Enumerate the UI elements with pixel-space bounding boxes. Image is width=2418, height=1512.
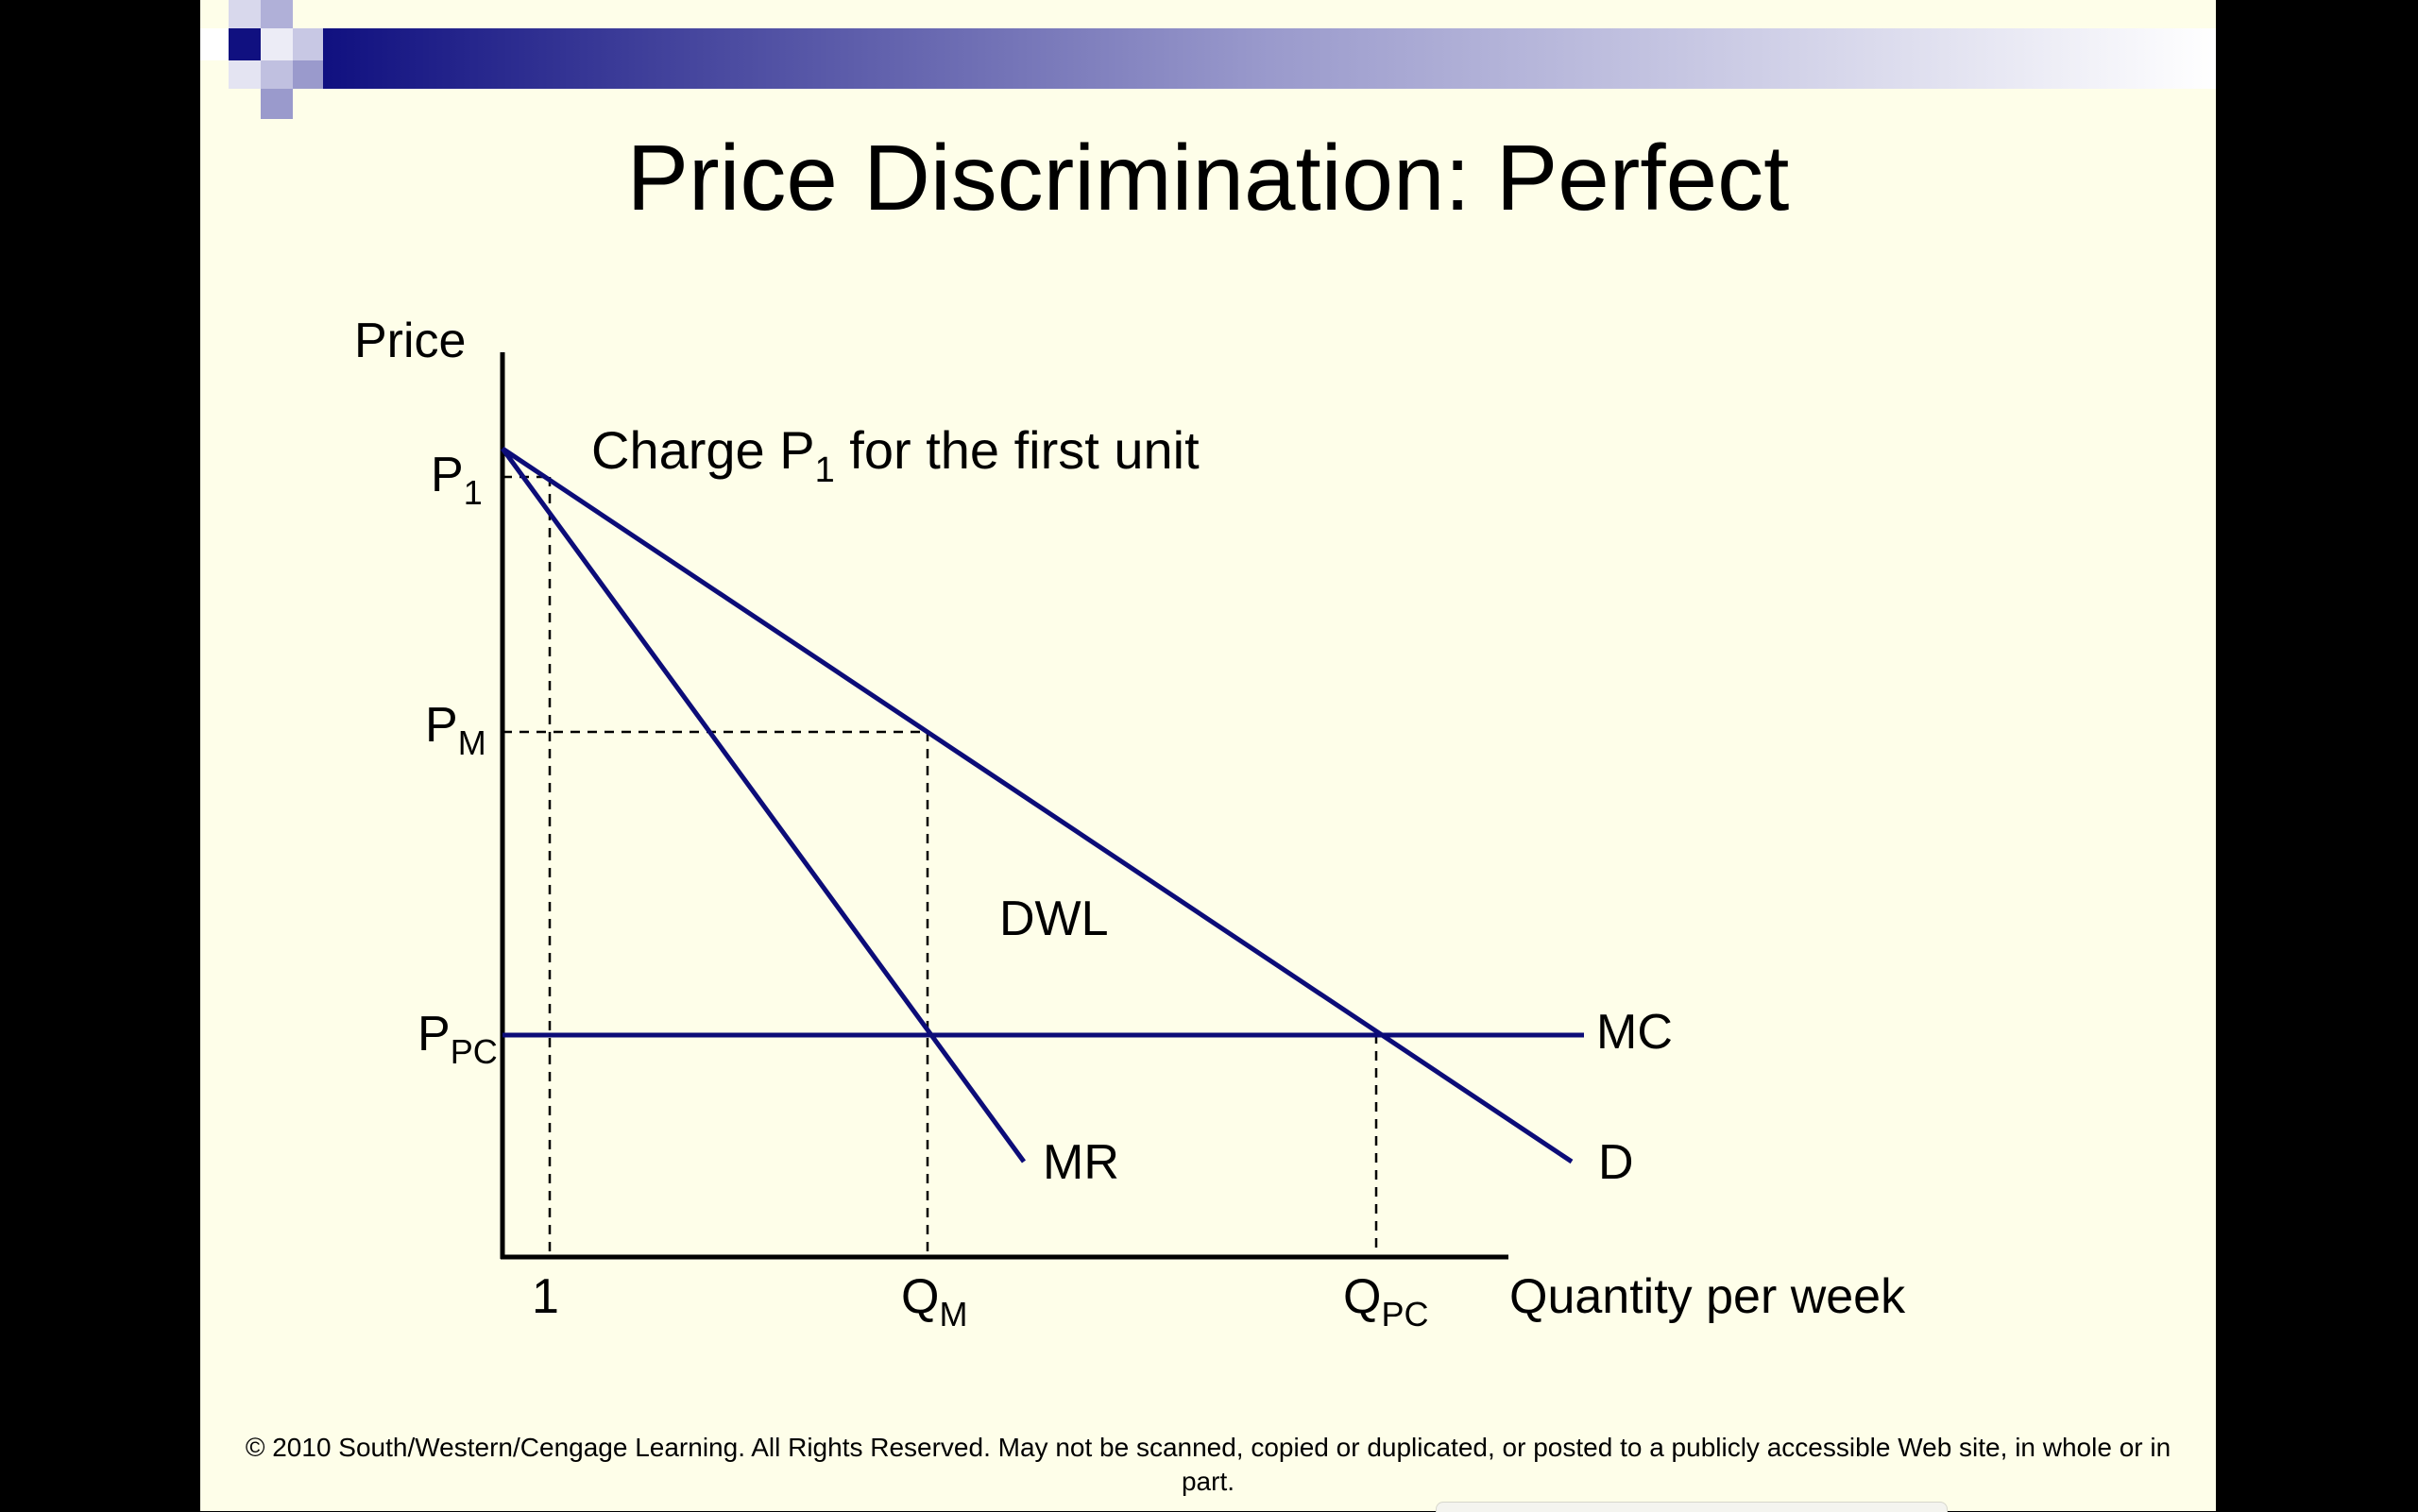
first-unit-annotation: Charge P1 for the first unit bbox=[591, 420, 1200, 490]
mr-curve bbox=[500, 447, 1027, 1164]
x-axis-label: Quantity per week bbox=[1509, 1269, 1906, 1324]
title-decoration bbox=[200, 0, 2216, 119]
label-p1: P1 bbox=[431, 448, 483, 512]
label-dwl: DWL bbox=[999, 892, 1109, 946]
label-qm: QM bbox=[901, 1269, 967, 1334]
bottom-corner-tab bbox=[1436, 1502, 1948, 1512]
demand-curve bbox=[501, 446, 1574, 1164]
label-mr: MR bbox=[1043, 1135, 1119, 1190]
slide-title: Price Discrimination: Perfect bbox=[626, 126, 1790, 229]
label-pm: PM bbox=[425, 698, 486, 762]
label-q1: 1 bbox=[532, 1269, 559, 1324]
y-axis-label: Price bbox=[354, 314, 466, 368]
price-discrimination-diagram: Price Quantity per week Charge P1 for th… bbox=[354, 314, 1906, 1334]
slide: Price Discrimination: Perfect bbox=[200, 0, 2216, 1511]
label-mc: MC bbox=[1596, 1005, 1673, 1060]
label-ppc: PPC bbox=[417, 1007, 498, 1071]
label-d: D bbox=[1598, 1135, 1634, 1190]
copyright-footer: © 2010 South/Western/Cengage Learning. A… bbox=[245, 1433, 2171, 1496]
label-qpc: QPC bbox=[1343, 1269, 1428, 1334]
